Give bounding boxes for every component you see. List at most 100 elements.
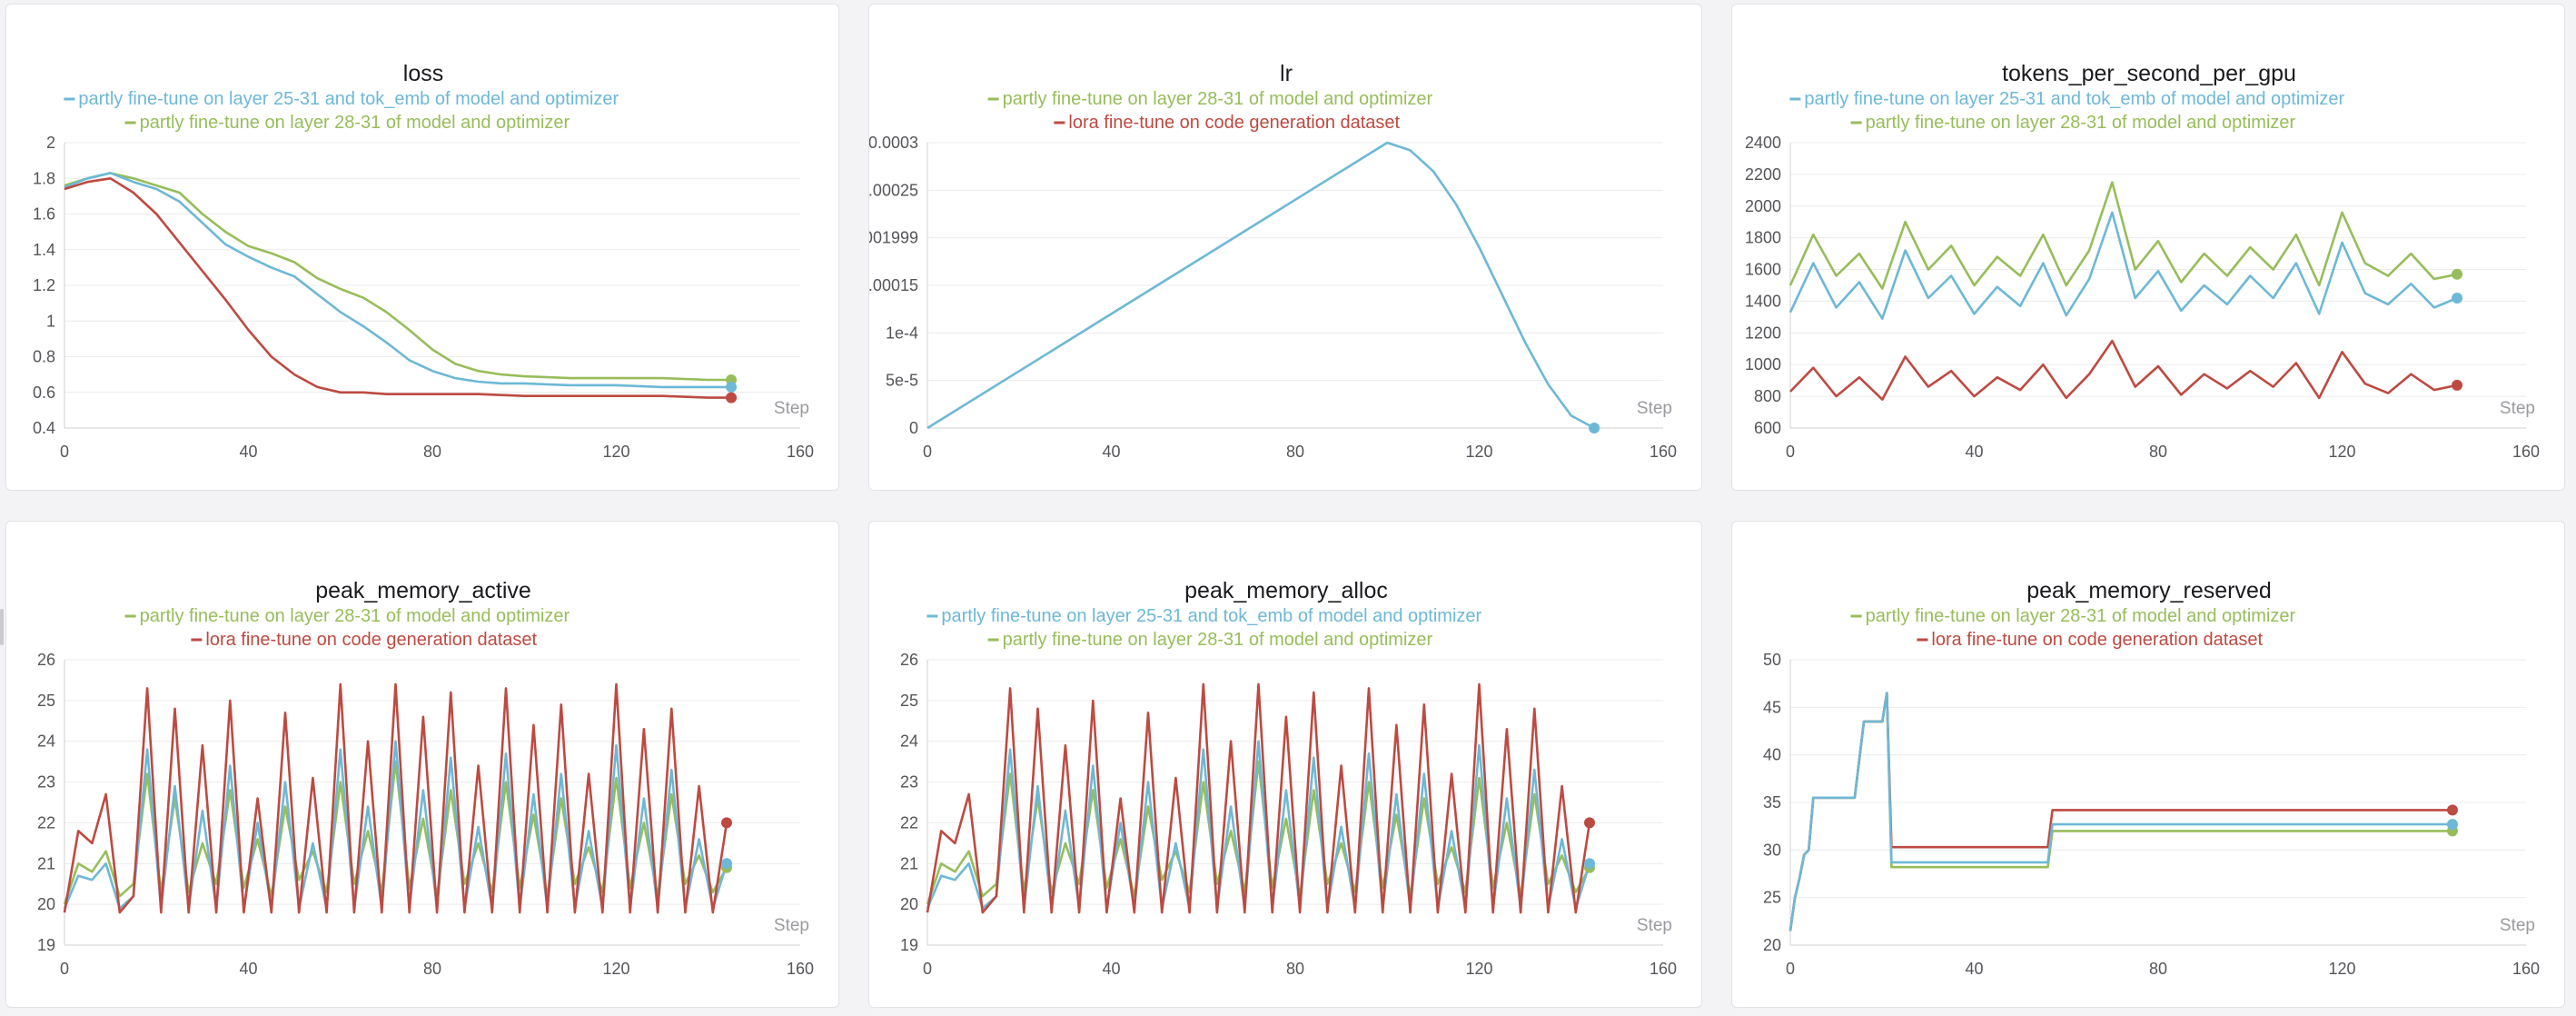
x-tick-label: 120 (2328, 960, 2355, 978)
legend-entry: partly fine-tune on layer 28-31 of model… (140, 113, 570, 133)
y-tick-label: 19 (900, 936, 918, 954)
y-tick-label: 21 (900, 854, 918, 872)
series-endpoint-lora (2452, 379, 2463, 391)
y-tick-label: 5e-5 (886, 372, 918, 390)
legend-entry: partly fine-tune on layer 28-31 of model… (140, 606, 570, 626)
y-tick-label: 0.0001999 (869, 229, 918, 247)
series-line-lora (64, 177, 732, 399)
y-tick-label: 2000 (1745, 197, 1781, 215)
y-tick-label: 0.00025 (869, 181, 918, 199)
y-tick-label: 26 (37, 651, 55, 669)
x-tick-label: 80 (423, 443, 441, 461)
x-tick-label: 40 (1965, 443, 1983, 461)
x-tick-label: 160 (2512, 443, 2540, 461)
series-endpoint-p25 (1589, 423, 1600, 433)
chart-legend: partly fine-tune on layer 25-31 and tok_… (1789, 89, 2345, 133)
x-tick-label: 80 (1286, 960, 1304, 978)
y-tick-label: 0.8 (33, 348, 55, 366)
y-tick-label: 20 (1763, 936, 1781, 954)
y-tick-label: 40 (1763, 746, 1781, 764)
y-tick-label: 25 (37, 692, 55, 710)
y-tick-label: 26 (900, 651, 918, 669)
series-endpoint-p28 (2452, 268, 2463, 280)
series-endpoint-lora (721, 817, 732, 829)
x-tick-label: 0 (1786, 960, 1795, 978)
x-tick-label: 40 (239, 443, 257, 461)
series-endpoint-lora (1584, 817, 1595, 829)
x-tick-label: 0 (60, 443, 69, 461)
chart-lr: lr partly fine-tune on layer 28-31 of mod… (869, 61, 1677, 461)
y-tick-label: 0.0003 (869, 134, 918, 152)
y-tick-label: 21 (37, 854, 55, 872)
legend-entry: partly fine-tune on layer 28-31 of model… (1003, 630, 1433, 650)
x-tick-label: 120 (2328, 443, 2355, 461)
y-tick-label: 0.6 (33, 383, 55, 402)
panel-peak-memory-reserved[interactable]: peak_memory_reserved partly fine-tune on … (1731, 521, 2565, 1008)
x-tick-label: 40 (239, 960, 257, 978)
legend-entry: partly fine-tune on layer 25-31 and tok_… (78, 89, 619, 109)
y-tick-label: 20 (900, 895, 918, 913)
chart-legend: partly fine-tune on layer 25-31 and tok_… (64, 89, 619, 133)
x-tick-label: 160 (787, 443, 814, 461)
series-line-p25 (926, 740, 1591, 910)
chart-title: peak_memory_alloc (1184, 578, 1388, 603)
y-tick-label: 2 (46, 134, 55, 152)
panel-tokens-per-second-per-gpu[interactable]: tokens_per_second_per_gpu partly fine-tun… (1731, 4, 2565, 491)
y-tick-label: 1000 (1745, 355, 1781, 374)
x-tick-label: 80 (2149, 443, 2167, 461)
y-tick-label: 22 (900, 813, 918, 832)
x-axis-label: Step (1637, 916, 1672, 935)
series-line-p25 (926, 141, 1595, 430)
chart-loss: loss partly fine-tune on layer 25-31 and … (33, 61, 814, 461)
y-tick-label: 19 (37, 936, 55, 954)
y-tick-label: 0.4 (33, 419, 55, 437)
panel-lr[interactable]: lr partly fine-tune on layer 28-31 of mod… (868, 4, 1702, 491)
series-line-p25 (63, 740, 728, 910)
window-edge-handle (0, 609, 4, 645)
series-endpoint-p25 (2447, 819, 2458, 831)
legend-entry: partly fine-tune on layer 28-31 of model… (1866, 606, 2296, 626)
series-endpoint-lora (726, 392, 738, 403)
x-tick-label: 40 (1965, 960, 1983, 978)
series-line-p25 (1788, 211, 2458, 320)
x-tick-label: 120 (602, 960, 629, 978)
y-tick-label: 20 (37, 895, 55, 913)
x-axis-label: Step (1637, 399, 1672, 418)
series-line-lora (63, 682, 728, 914)
y-tick-label: 30 (1763, 841, 1781, 859)
x-tick-label: 80 (2149, 960, 2167, 978)
series-endpoint-p25 (2452, 292, 2463, 304)
y-tick-label: 1e-4 (886, 324, 918, 342)
panel-loss[interactable]: loss partly fine-tune on layer 25-31 and … (5, 4, 839, 491)
series-endpoint-p25 (1584, 858, 1595, 870)
chart-title: lr (1280, 61, 1293, 86)
chart-legend: partly fine-tune on layer 25-31 and tok_… (926, 606, 1482, 650)
x-tick-label: 0 (1786, 443, 1795, 461)
y-tick-label: 22 (37, 813, 55, 832)
y-tick-label: 50 (1763, 651, 1781, 669)
chart-title: loss (403, 61, 443, 86)
legend-entry: partly fine-tune on layer 28-31 of model… (1003, 89, 1433, 109)
x-tick-label: 120 (1465, 960, 1492, 978)
series-line-lora (1789, 339, 2458, 401)
legend-entry: partly fine-tune on layer 28-31 of model… (1866, 113, 2296, 133)
y-tick-label: 1800 (1745, 229, 1781, 247)
x-tick-label: 160 (2512, 960, 2540, 978)
y-tick-label: 25 (1763, 889, 1781, 907)
y-tick-label: 1.6 (33, 205, 55, 224)
x-tick-label: 120 (1465, 443, 1492, 461)
y-tick-label: 45 (1763, 698, 1781, 716)
series-endpoint-lora (2447, 804, 2458, 816)
y-tick-label: 2200 (1745, 165, 1781, 184)
y-tick-label: 23 (37, 773, 55, 792)
y-tick-label: 1.4 (33, 241, 55, 259)
chart-title: peak_memory_active (315, 578, 531, 603)
x-tick-label: 160 (1650, 960, 1677, 978)
series-line-p25 (64, 172, 732, 389)
chart-legend: partly fine-tune on layer 28-31 of model… (1850, 606, 2296, 650)
